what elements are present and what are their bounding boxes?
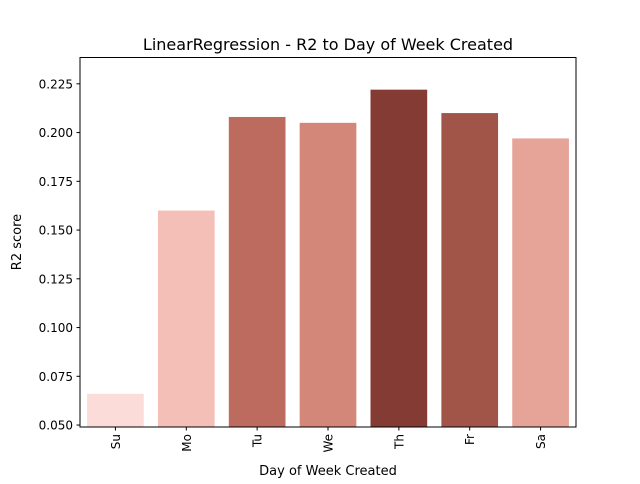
x-tick-label: Sa bbox=[534, 434, 548, 449]
y-tick-label: 0.100 bbox=[39, 321, 73, 335]
bar-mo bbox=[157, 210, 215, 427]
bar-su bbox=[87, 393, 144, 427]
x-tick-label: Th bbox=[392, 434, 406, 450]
y-tick-label: 0.200 bbox=[39, 126, 73, 140]
bar-we bbox=[299, 122, 357, 427]
chart-title: LinearRegression - R2 to Day of Week Cre… bbox=[143, 35, 513, 54]
y-tick-label: 0.225 bbox=[39, 77, 73, 91]
bar-fr bbox=[441, 113, 499, 427]
y-tick-label: 0.125 bbox=[39, 272, 73, 286]
y-tick-label: 0.050 bbox=[39, 419, 73, 433]
x-tick-label: Fr bbox=[463, 434, 477, 445]
x-axis-label: Day of Week Created bbox=[259, 464, 397, 479]
bar-th bbox=[370, 89, 428, 428]
x-tick-label: Mo bbox=[180, 434, 194, 452]
bar-tu bbox=[228, 116, 286, 427]
x-axis: Su Mo Tu We Th Fr Sa bbox=[109, 427, 548, 453]
y-tick-label: 0.150 bbox=[39, 224, 73, 238]
x-tick-label: Su bbox=[109, 434, 123, 449]
x-tick-label: Tu bbox=[251, 434, 265, 448]
y-tick-label: 0.075 bbox=[39, 370, 73, 384]
y-axis-label: R2 score bbox=[10, 214, 25, 270]
bar-sa bbox=[512, 138, 569, 428]
x-tick-label: We bbox=[322, 434, 336, 453]
bars-layer bbox=[87, 89, 569, 428]
y-axis: 0.050 0.075 0.100 0.125 0.150 0.175 0.200 0.225 bbox=[39, 77, 80, 433]
y-tick-label: 0.175 bbox=[39, 175, 73, 189]
plot-frame bbox=[79, 57, 577, 428]
